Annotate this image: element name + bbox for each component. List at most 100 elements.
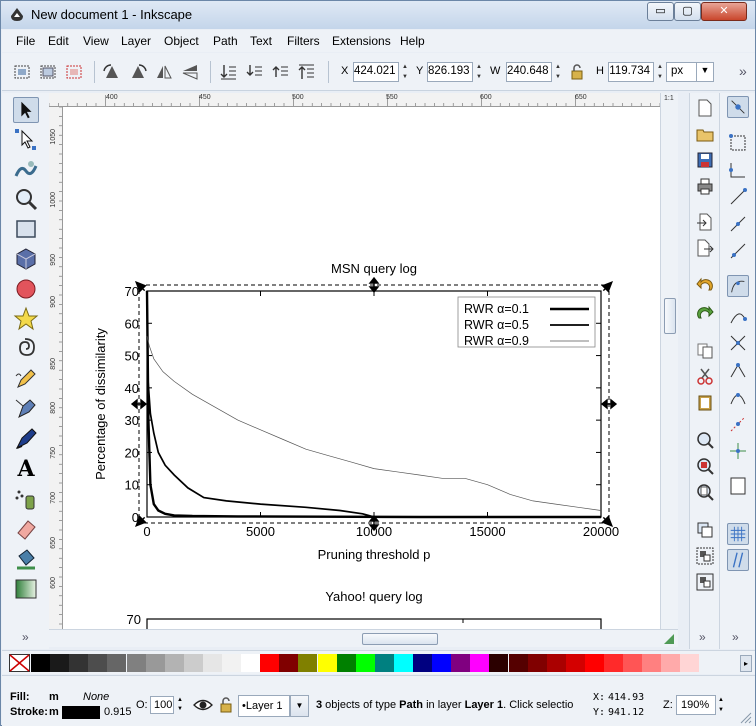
series-line-3[interactable] <box>146 336 602 511</box>
color-swatch[interactable] <box>680 654 700 672</box>
eye-visibility-icon[interactable] <box>193 697 213 713</box>
snap-page-border-icon[interactable] <box>727 475 749 497</box>
x-field[interactable]: 424.021 <box>353 62 399 82</box>
deselect-icon[interactable] <box>64 63 84 81</box>
spray-tool-icon[interactable] <box>13 486 39 512</box>
paste-icon[interactable] <box>696 393 714 411</box>
no-paint-swatch-icon[interactable] <box>9 654 30 672</box>
paint-bucket-tool-icon[interactable] <box>13 546 39 572</box>
color-swatch[interactable] <box>126 654 146 672</box>
color-swatch[interactable] <box>88 654 108 672</box>
snap-toggle-icon[interactable] <box>727 96 749 118</box>
color-swatch[interactable] <box>222 654 241 672</box>
color-swatch[interactable] <box>241 654 261 672</box>
spiral-tool-icon[interactable] <box>13 336 39 362</box>
unit-dropdown-arrow[interactable]: ▼ <box>696 62 714 82</box>
color-swatch[interactable] <box>145 654 165 672</box>
snap-bbox-edge-icon[interactable] <box>727 159 749 181</box>
new-document-icon[interactable] <box>696 99 714 117</box>
layer-select[interactable]: •Layer 1 <box>238 695 290 717</box>
snap-bbox-corner-icon[interactable] <box>727 186 749 208</box>
menu-edit[interactable]: Edit <box>48 34 69 48</box>
snap-object-centers-icon[interactable] <box>727 440 749 462</box>
export-icon[interactable] <box>696 239 714 257</box>
select-all-layers-icon[interactable] <box>38 63 58 81</box>
flip-horizontal-icon[interactable] <box>154 63 174 81</box>
rectangle-tool-icon[interactable] <box>13 216 39 242</box>
snap-paths-icon[interactable] <box>727 305 749 327</box>
color-swatch[interactable] <box>279 654 299 672</box>
stroke-color-swatch[interactable] <box>62 706 100 719</box>
ellipse-tool-icon[interactable] <box>13 276 39 302</box>
flip-vertical-icon[interactable] <box>180 63 200 81</box>
color-swatch[interactable] <box>527 654 547 672</box>
selection-handles[interactable] <box>130 276 618 532</box>
color-swatch[interactable] <box>546 654 566 672</box>
scale-handle-4[interactable] <box>601 515 614 528</box>
menu-filters[interactable]: Filters <box>287 34 320 48</box>
zoom-spinner[interactable]: ▲ ▼ <box>718 697 724 713</box>
snap-nodes-icon[interactable] <box>727 275 749 297</box>
vertical-scrollbar[interactable]: 1:1 <box>660 93 678 629</box>
menu-object[interactable]: Object <box>164 34 199 48</box>
copy-icon[interactable] <box>696 342 714 360</box>
raise-icon[interactable] <box>270 63 290 81</box>
import-icon[interactable] <box>696 213 714 231</box>
gradient-tool-icon[interactable] <box>13 576 39 602</box>
color-swatch[interactable] <box>107 654 127 672</box>
rotate-cw-icon[interactable] <box>128 63 148 81</box>
selector-tool-icon[interactable] <box>13 97 39 123</box>
snap-bbox-center-icon[interactable] <box>727 240 749 262</box>
lower-icon[interactable] <box>244 63 264 81</box>
color-swatch[interactable] <box>260 654 280 672</box>
color-swatch[interactable] <box>298 654 318 672</box>
resize-grip-icon[interactable] <box>663 633 675 645</box>
snap-cusp-nodes-icon[interactable] <box>727 359 749 381</box>
series-line-2[interactable] <box>146 290 601 518</box>
zoom-page-icon[interactable] <box>696 483 714 501</box>
3d-box-tool-icon[interactable] <box>13 246 39 272</box>
toolbar-overflow-icon[interactable]: » <box>739 63 747 79</box>
color-swatch[interactable] <box>642 654 662 672</box>
horizontal-scrollbar[interactable] <box>49 629 678 647</box>
stroke-width-value[interactable]: 0.915 <box>104 706 132 718</box>
color-swatch[interactable] <box>69 654 89 672</box>
layer-lock-icon[interactable] <box>218 696 234 714</box>
height-spinner[interactable]: ▲ ▼ <box>657 64 663 80</box>
zoom-field[interactable]: 190% <box>676 695 716 715</box>
group-icon[interactable] <box>696 547 714 565</box>
color-swatch[interactable] <box>393 654 413 672</box>
menu-text[interactable]: Text <box>250 34 273 48</box>
color-swatch[interactable] <box>623 654 643 672</box>
color-swatch[interactable] <box>565 654 585 672</box>
menu-file[interactable]: File <box>16 34 36 48</box>
layer-dropdown-arrow[interactable]: ▼ <box>290 695 309 717</box>
color-swatch[interactable] <box>31 654 50 672</box>
color-swatch[interactable] <box>413 654 432 672</box>
width-field[interactable]: 240.648 <box>506 62 552 82</box>
color-swatch[interactable] <box>432 654 452 672</box>
redo-icon[interactable] <box>696 304 714 322</box>
node-tool-icon[interactable] <box>13 127 39 153</box>
y-spinner[interactable]: ▲ ▼ <box>476 64 482 80</box>
menu-path[interactable]: Path <box>213 34 238 48</box>
color-swatch[interactable] <box>50 654 70 672</box>
color-swatch[interactable] <box>661 654 681 672</box>
raise-to-top-icon[interactable] <box>296 63 316 81</box>
cut-icon[interactable] <box>696 367 714 385</box>
text-tool-icon[interactable]: A <box>17 456 35 482</box>
fill-none-text[interactable]: None <box>83 691 110 703</box>
lower-to-bottom-icon[interactable] <box>218 63 238 81</box>
zoom-tool-icon[interactable] <box>13 186 39 212</box>
toolbox-overflow-icon[interactable]: » <box>22 630 29 644</box>
palette-scroll-icon[interactable]: ▸ <box>740 655 752 672</box>
lock-icon[interactable] <box>567 63 587 81</box>
menu-layer[interactable]: Layer <box>121 34 152 48</box>
color-swatch[interactable] <box>451 654 471 672</box>
width-spinner[interactable]: ▲ ▼ <box>555 64 561 80</box>
scale-handle-8[interactable] <box>600 398 618 410</box>
close-button[interactable]: ✕ <box>701 2 747 21</box>
y-field[interactable]: 826.193 <box>427 62 473 82</box>
color-swatch[interactable] <box>604 654 623 672</box>
calligraphy-tool-icon[interactable] <box>13 426 39 452</box>
